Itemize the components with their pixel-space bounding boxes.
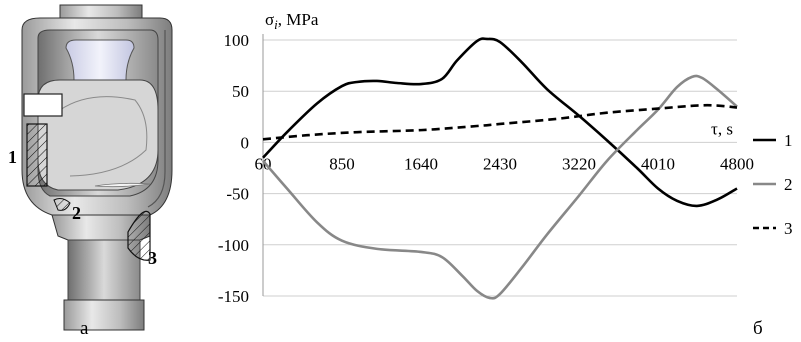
callout-3: 3 — [148, 248, 157, 268]
chart-legend: 1 2 3 — [753, 131, 793, 238]
series-line-1 — [262, 37, 738, 208]
x-tick-label: 850 — [329, 154, 355, 173]
x-tick-label: 2430 — [483, 154, 517, 173]
x-tick-label: 4010 — [641, 154, 675, 173]
panel-b-label: б — [753, 318, 763, 337]
outlet-pipe — [63, 299, 145, 331]
nozzle-throat — [65, 39, 135, 81]
x-tick-label: 60 — [255, 154, 272, 173]
y-tick-label: -50 — [226, 185, 249, 204]
x-tick-label: 4800 — [720, 154, 754, 173]
x-tick-label: 3220 — [562, 154, 596, 173]
stress-chart: 100 50 0 -50 -100 -150 60 850 1640 2430 3220 4010 4… — [218, 10, 793, 306]
y-tick-labels: 100 50 0 -50 -100 -150 — [218, 31, 249, 306]
y-tick-label: 50 — [232, 82, 249, 101]
left-pipe-stub — [23, 93, 63, 117]
bend-shade-line — [59, 96, 148, 177]
chart-gridlines — [263, 39, 737, 297]
hatched-zone-1 — [26, 123, 48, 187]
hatched-zone-3 — [127, 210, 151, 261]
y-tick-label: 0 — [241, 133, 250, 152]
y-tick-label: -150 — [218, 287, 249, 306]
outer-wall-line — [147, 30, 166, 208]
panel-a-label: а — [80, 318, 89, 337]
x-tick-labels: 60 850 1640 2430 3220 4010 4800 — [255, 154, 755, 173]
y-axis-label: σi, MPa — [265, 10, 319, 32]
series-line-2 — [262, 74, 738, 300]
callout-2: 2 — [72, 203, 81, 223]
y-tick-label: -100 — [218, 236, 249, 255]
guide-vane — [94, 182, 151, 188]
casing-section-drawing: 1 2 3 — [8, 4, 173, 331]
hatched-zone-2 — [53, 198, 71, 211]
legend-label-1: 1 — [784, 131, 793, 150]
y-tick-label: 100 — [224, 31, 250, 50]
lower-bore — [67, 239, 141, 301]
x-axis-label: τ, s — [711, 119, 733, 138]
callout-1: 1 — [8, 147, 17, 167]
x-tick-label: 1640 — [404, 154, 438, 173]
top-flange — [59, 4, 143, 20]
chart-series — [262, 37, 738, 300]
legend-label-3: 3 — [784, 219, 793, 238]
series-line-3 — [262, 103, 738, 141]
legend-label-2: 2 — [784, 175, 793, 194]
